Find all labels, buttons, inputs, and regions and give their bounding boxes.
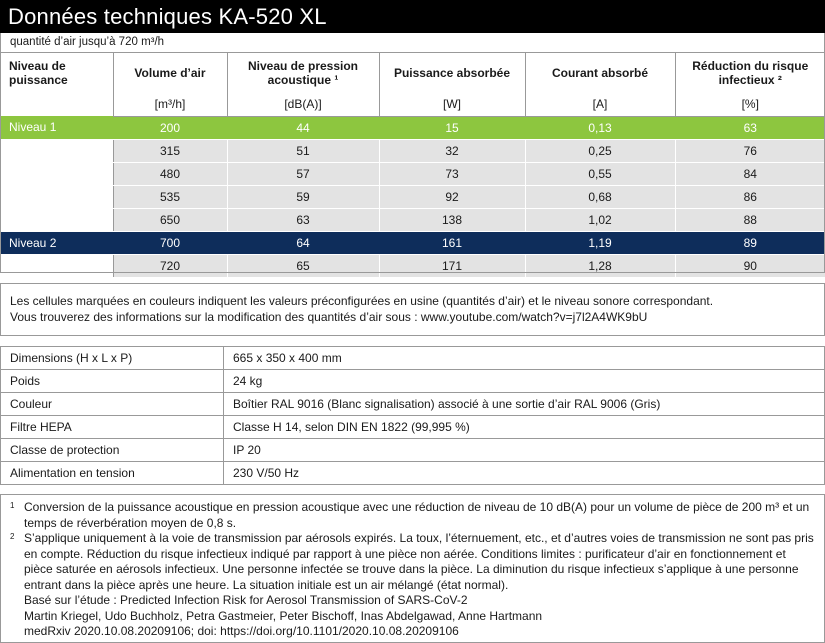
table-cell: 64 bbox=[227, 231, 380, 255]
spec-value: IP 20 bbox=[223, 438, 825, 462]
reference-study: Basé sur l’étude : Predicted Infection R… bbox=[24, 593, 468, 607]
footnote-marker: 1 bbox=[10, 501, 15, 510]
table-cell bbox=[0, 254, 114, 278]
spec-label: Filtre HEPA bbox=[0, 415, 224, 439]
table-cell: 15 bbox=[379, 116, 526, 140]
table-cell bbox=[0, 185, 114, 209]
table-row: 650 63 138 1,02 88 bbox=[0, 208, 825, 232]
header-air-volume: Volume d’air bbox=[113, 53, 228, 93]
spec-row: Couleur Boîtier RAL 9016 (Blanc signalis… bbox=[0, 392, 825, 416]
table-row: 720 65 171 1,28 90 bbox=[0, 254, 825, 278]
table-cell: 44 bbox=[227, 116, 380, 140]
performance-table: Niveau de puissance Volume d’air Niveau … bbox=[0, 53, 825, 278]
unit-cell: [m³/h] bbox=[113, 93, 228, 117]
table-header-row: Niveau de puissance Volume d’air Niveau … bbox=[0, 53, 825, 93]
table-cell: 480 bbox=[113, 162, 228, 186]
spec-label: Alimentation en tension bbox=[0, 461, 224, 485]
unit-cell: [W] bbox=[379, 93, 526, 117]
note-line: Les cellules marquées en couleurs indiqu… bbox=[10, 294, 714, 308]
table-cell: 0,13 bbox=[525, 116, 676, 140]
table-cell: 57 bbox=[227, 162, 380, 186]
header-power-level: Niveau de puissance bbox=[0, 53, 114, 93]
table-cell: 161 bbox=[379, 231, 526, 255]
table-cell: 700 bbox=[113, 231, 228, 255]
spec-row: Poids 24 kg bbox=[0, 369, 825, 393]
table-cell: 1,28 bbox=[525, 254, 676, 278]
table-cell: 73 bbox=[379, 162, 526, 186]
table-cell: 88 bbox=[675, 208, 825, 232]
table-cell: 171 bbox=[379, 254, 526, 278]
table-cell: 650 bbox=[113, 208, 228, 232]
table-cell: 63 bbox=[227, 208, 380, 232]
table-cell: 535 bbox=[113, 185, 228, 209]
table-cell bbox=[0, 162, 114, 186]
table-cell: Niveau 2 bbox=[0, 231, 114, 255]
table-cell: 89 bbox=[675, 231, 825, 255]
table-cell: 1,02 bbox=[525, 208, 676, 232]
header-power-consumption: Puissance absorbée bbox=[379, 53, 526, 93]
spec-label: Dimensions (H x L x P) bbox=[0, 346, 224, 370]
table-row: 480 57 73 0,55 84 bbox=[0, 162, 825, 186]
table-cell: 200 bbox=[113, 116, 228, 140]
table-units-row: [m³/h] [dB(A)] [W] [A] [%] bbox=[0, 93, 825, 117]
table-cell bbox=[0, 208, 114, 232]
table-cell: Niveau 1 bbox=[0, 116, 114, 140]
table-cell: 63 bbox=[675, 116, 825, 140]
spec-label: Couleur bbox=[0, 392, 224, 416]
footnote-text: S’applique uniquement à la voie de trans… bbox=[24, 531, 814, 592]
table-row: 315 51 32 0,25 76 bbox=[0, 139, 825, 163]
spec-value: Classe H 14, selon DIN EN 1822 (99,995 %… bbox=[223, 415, 825, 439]
footnote-2: 2 S’applique uniquement à la voie de tra… bbox=[10, 531, 815, 593]
table-cell: 0,68 bbox=[525, 185, 676, 209]
unit-cell: [A] bbox=[525, 93, 676, 117]
table-cell: 0,25 bbox=[525, 139, 676, 163]
page-title: Données techniques KA-520 XL bbox=[0, 0, 825, 33]
table-cell: 86 bbox=[675, 185, 825, 209]
table-cell: 138 bbox=[379, 208, 526, 232]
spec-label: Poids bbox=[0, 369, 224, 393]
footnotes-box: 1 Conversion de la puissance acoustique … bbox=[0, 494, 825, 643]
table-cell: 59 bbox=[227, 185, 380, 209]
unit-cell: [%] bbox=[675, 93, 825, 117]
table-cell: 76 bbox=[675, 139, 825, 163]
spec-value: 230 V/50 Hz bbox=[233, 466, 300, 480]
footnote-text: Conversion de la puissance acoustique en… bbox=[24, 500, 810, 530]
table-row-niveau-2: Niveau 2 700 64 161 1,19 89 bbox=[0, 231, 825, 255]
spec-row: Dimensions (H x L x P) 665 x 350 x 400 m… bbox=[0, 346, 825, 370]
header-sound-pressure: Niveau de pression acoustique ¹ bbox=[227, 53, 380, 93]
page-subtitle: quantité d’air jusqu’à 720 m³/h bbox=[0, 33, 825, 53]
unit-cell: [dB(A)] bbox=[227, 93, 380, 117]
unit-cell bbox=[0, 93, 114, 116]
table-cell: 84 bbox=[675, 162, 825, 186]
table-cell: 90 bbox=[675, 254, 825, 278]
table-cell: 65 bbox=[227, 254, 380, 278]
reference-doi: medRxiv 2020.10.08.20209106; doi: https:… bbox=[24, 624, 459, 638]
note-box: Les cellules marquées en couleurs indiqu… bbox=[0, 283, 825, 336]
table-row-niveau-1: Niveau 1 200 44 15 0,13 63 bbox=[0, 116, 825, 140]
spec-label: Classe de protection bbox=[0, 438, 224, 462]
table-cell: 1,19 bbox=[525, 231, 676, 255]
table-cell bbox=[0, 139, 114, 163]
spec-row: Filtre HEPA Classe H 14, selon DIN EN 18… bbox=[0, 415, 825, 439]
spec-row: Alimentation en tension 230 V/50 Hz bbox=[0, 461, 825, 485]
specifications-table: Dimensions (H x L x P) 665 x 350 x 400 m… bbox=[0, 346, 825, 485]
table-cell: 0,55 bbox=[525, 162, 676, 186]
table-cell: 315 bbox=[113, 139, 228, 163]
table-cell: 32 bbox=[379, 139, 526, 163]
table-row: 535 59 92 0,68 86 bbox=[0, 185, 825, 209]
header-current: Courant absorbé bbox=[525, 53, 676, 93]
reference-authors: Martin Kriegel, Udo Buchholz, Petra Gast… bbox=[24, 608, 543, 623]
header-infection-risk: Réduction du risque infectieux ² bbox=[692, 59, 809, 87]
table-cell: 92 bbox=[379, 185, 526, 209]
spec-value: 665 x 350 x 400 mm bbox=[223, 346, 825, 370]
table-cell: 51 bbox=[227, 139, 380, 163]
spec-value: Boîtier RAL 9016 (Blanc signalisation) a… bbox=[223, 392, 825, 416]
footnote-marker: 2 bbox=[10, 532, 15, 541]
footnote-1: 1 Conversion de la puissance acoustique … bbox=[10, 500, 815, 531]
spec-value: 24 kg bbox=[223, 369, 825, 393]
note-line-youtube: Vous trouverez des informations sur la m… bbox=[10, 310, 648, 324]
table-cell: 720 bbox=[113, 254, 228, 278]
spec-row: Classe de protection IP 20 bbox=[0, 438, 825, 462]
